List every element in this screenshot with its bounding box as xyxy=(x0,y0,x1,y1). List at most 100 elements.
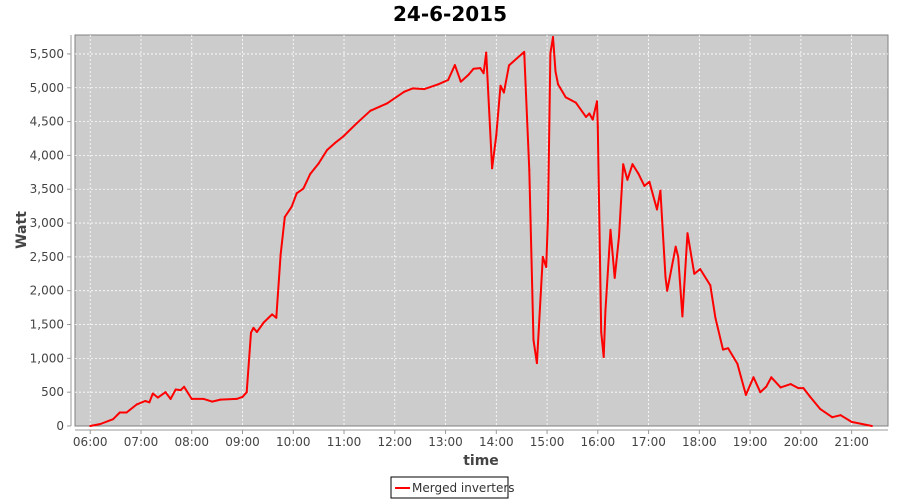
data-point xyxy=(502,91,505,94)
x-tick-label: 20:00 xyxy=(784,435,819,449)
data-point xyxy=(290,205,293,208)
y-tick-label: 5,000 xyxy=(30,81,64,95)
data-point xyxy=(369,109,372,112)
data-point xyxy=(252,326,255,329)
data-point xyxy=(279,253,282,256)
data-point xyxy=(447,78,450,81)
y-tick-label: 4,000 xyxy=(30,148,64,162)
data-point xyxy=(190,397,193,400)
data-point xyxy=(549,52,552,55)
data-point xyxy=(870,425,873,427)
data-point xyxy=(535,362,538,365)
legend-box xyxy=(390,476,509,499)
data-point xyxy=(648,180,651,183)
data-point xyxy=(831,416,834,419)
data-point xyxy=(643,184,646,187)
data-point xyxy=(245,391,248,394)
data-point xyxy=(499,84,502,87)
data-point xyxy=(770,376,773,379)
data-point xyxy=(144,399,147,402)
y-tick-label: 2,500 xyxy=(30,250,64,264)
y-axis-ticks: 0 500 1,000 1,500 2,000 2,500 3,000 3,500 4,000 4… xyxy=(30,47,71,433)
y-tick-label: 3,000 xyxy=(30,216,64,230)
x-tick-label: 07:00 xyxy=(124,435,159,449)
data-point xyxy=(752,376,755,379)
data-point xyxy=(637,172,640,175)
data-point xyxy=(727,347,730,350)
x-tick-label: 14:00 xyxy=(479,435,514,449)
y-tick-label: 500 xyxy=(41,385,64,399)
y-tick-label: 0 xyxy=(56,419,64,433)
series-layer xyxy=(89,36,873,427)
data-point xyxy=(89,425,92,427)
data-point xyxy=(423,88,426,91)
data-point xyxy=(819,408,822,411)
x-tick-label: 10:00 xyxy=(276,435,311,449)
data-point xyxy=(564,96,567,99)
data-point xyxy=(681,315,684,318)
data-point xyxy=(693,272,696,275)
gridlines xyxy=(75,35,888,426)
y-axis-label: Watt xyxy=(14,211,30,249)
data-point xyxy=(595,100,598,103)
data-point xyxy=(485,51,488,54)
y-tick-label: 1,000 xyxy=(30,351,64,365)
data-point xyxy=(532,339,535,342)
data-point xyxy=(809,395,812,398)
data-point xyxy=(554,70,557,73)
data-point xyxy=(699,268,702,271)
data-point xyxy=(546,218,549,221)
data-point xyxy=(789,383,792,386)
data-point xyxy=(604,310,607,312)
data-point xyxy=(295,192,298,195)
data-point xyxy=(472,67,475,70)
x-tick-label: 21:00 xyxy=(834,435,869,449)
data-point xyxy=(686,232,689,235)
x-tick-label: 12:00 xyxy=(377,435,412,449)
data-point xyxy=(666,289,669,292)
data-point xyxy=(125,411,128,414)
data-point xyxy=(602,356,605,358)
data-point xyxy=(839,414,842,417)
data-point xyxy=(283,215,286,218)
data-point xyxy=(317,162,320,165)
data-point xyxy=(495,134,498,137)
data-point xyxy=(219,398,222,401)
data-point xyxy=(333,142,336,145)
x-axis-label: time xyxy=(463,453,499,469)
data-point xyxy=(156,396,159,399)
data-point xyxy=(613,276,616,279)
data-point xyxy=(600,330,603,333)
x-tick-label: 08:00 xyxy=(174,435,209,449)
data-point xyxy=(574,101,577,104)
legend: Merged inverters xyxy=(390,476,515,499)
data-point xyxy=(342,135,345,138)
x-tick-label: 09:00 xyxy=(225,435,260,449)
y-tick-label: 2,000 xyxy=(30,284,64,298)
x-tick-label: 15:00 xyxy=(530,435,565,449)
data-point xyxy=(211,400,214,403)
data-point xyxy=(491,167,494,170)
data-point xyxy=(403,90,406,93)
data-point xyxy=(135,403,138,406)
data-point xyxy=(551,36,554,39)
data-point xyxy=(736,362,739,365)
data-point xyxy=(797,387,800,390)
plot-area xyxy=(74,34,889,427)
data-point xyxy=(709,284,712,287)
x-axis-ticks: 06:00 07:00 08:00 09:00 10:00 11:00 12:00 13:00… xyxy=(73,430,869,449)
data-point xyxy=(202,397,205,400)
y-tick-label: 1,500 xyxy=(30,318,64,332)
data-point xyxy=(722,348,725,351)
data-point xyxy=(765,385,768,388)
data-point xyxy=(479,67,482,70)
data-point xyxy=(714,316,717,319)
data-point xyxy=(609,228,612,231)
data-point xyxy=(528,169,531,172)
data-point xyxy=(482,72,485,75)
data-point xyxy=(656,208,659,211)
data-point xyxy=(169,397,172,400)
series-line xyxy=(90,36,873,427)
x-tick-label: 16:00 xyxy=(581,435,616,449)
